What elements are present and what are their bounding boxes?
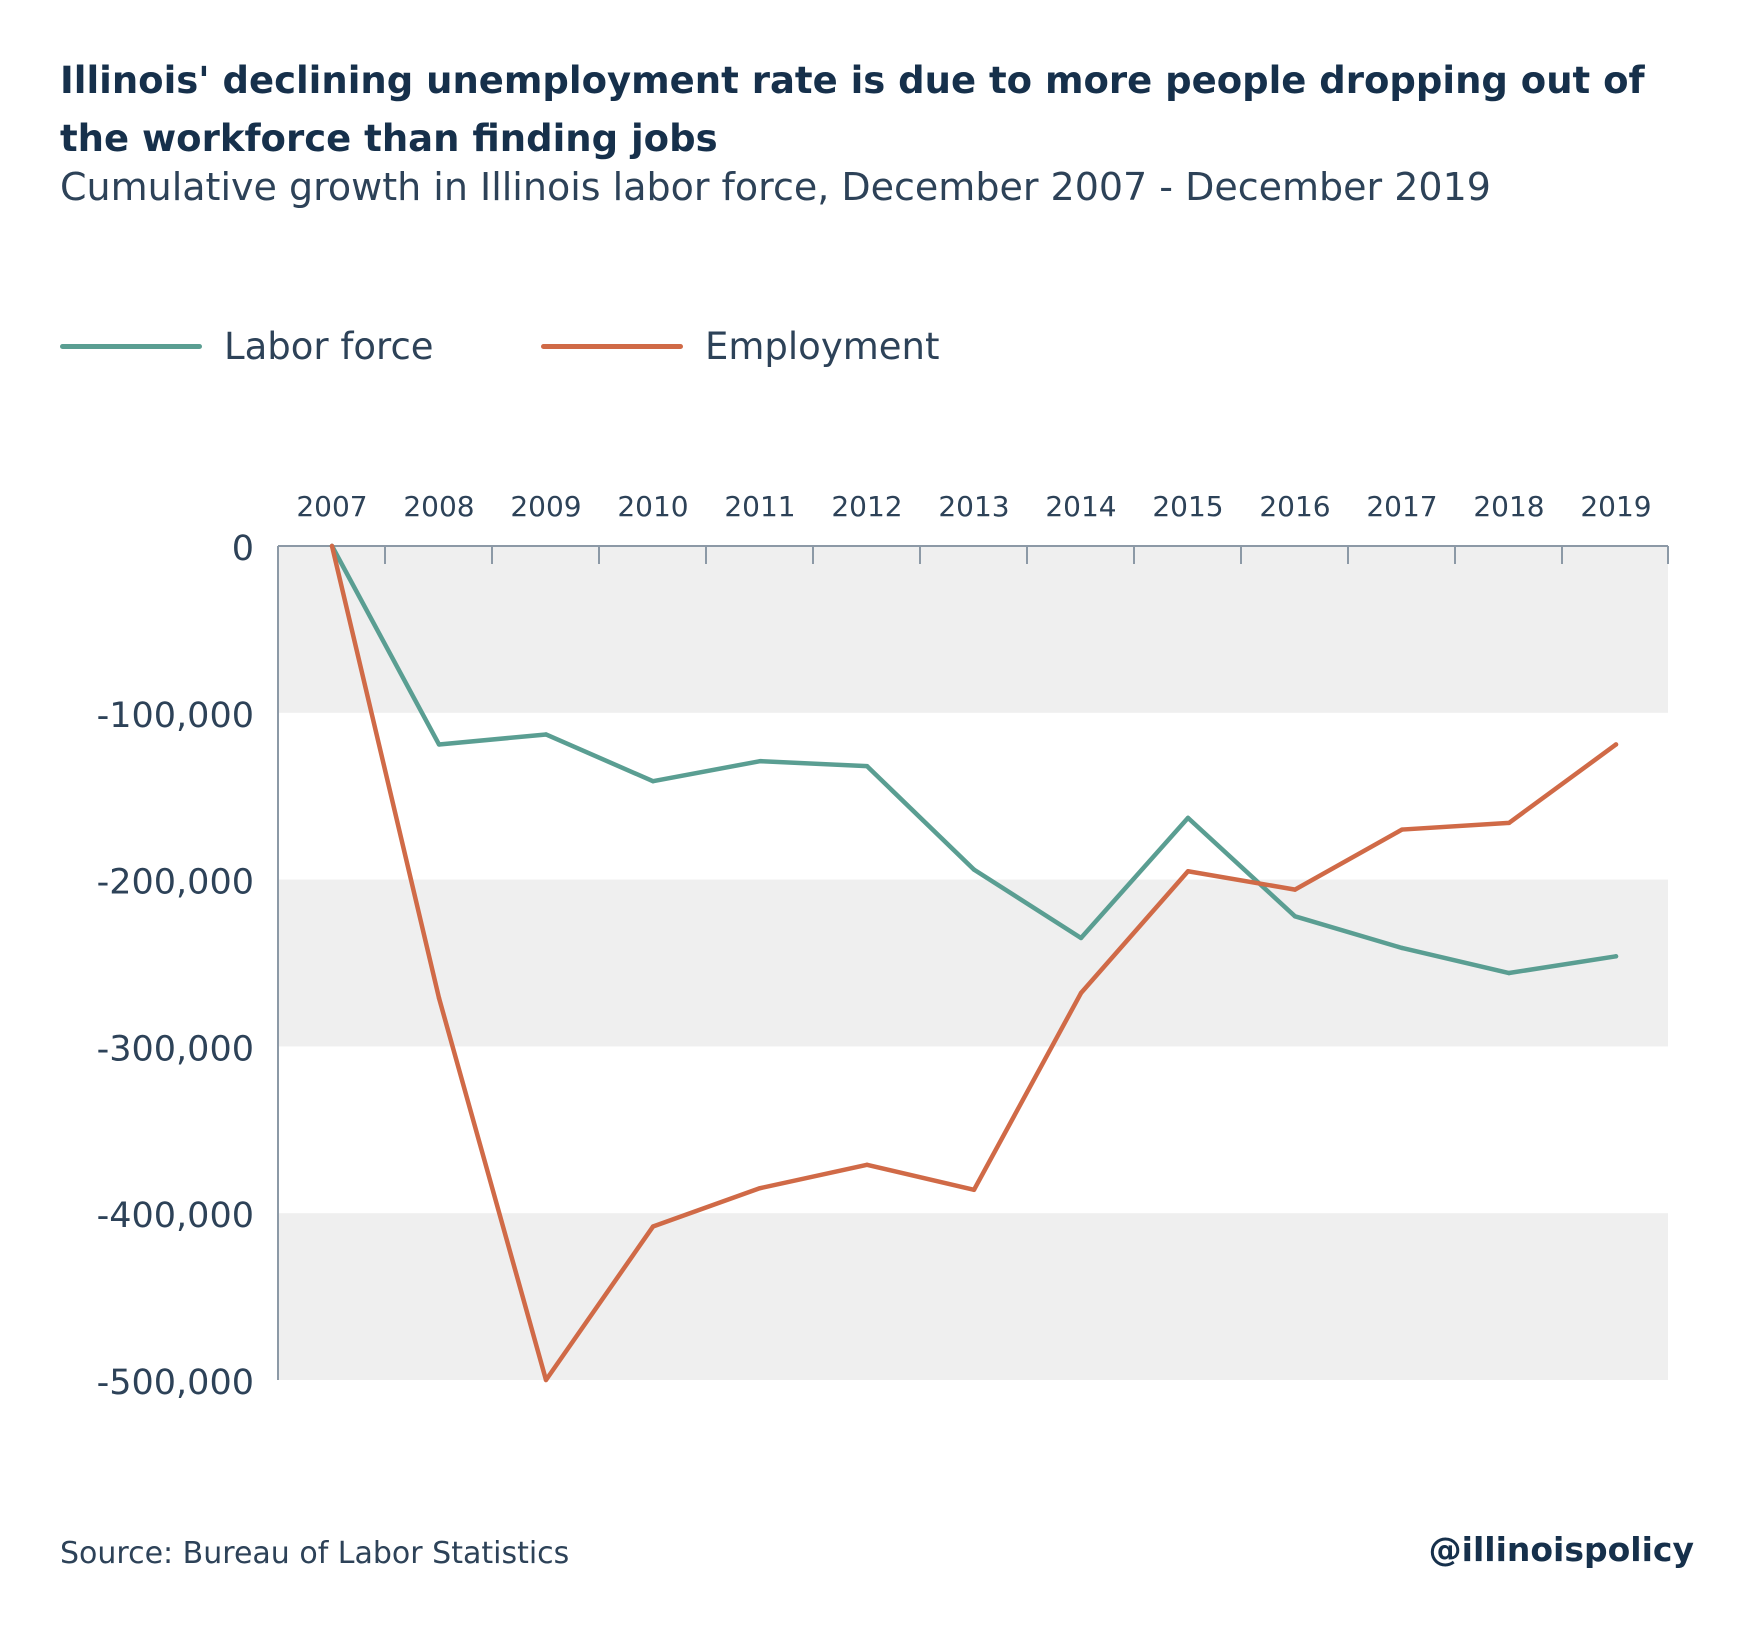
chart-subtitle: Cumulative growth in Illinois labor forc…: [60, 165, 1491, 209]
data-point-employment: [757, 1185, 763, 1191]
x-tick-label: 2016: [1259, 490, 1330, 523]
data-point-employment: [971, 1187, 977, 1193]
series-lines: [329, 543, 1619, 1383]
x-tick-label: 2013: [938, 490, 1009, 523]
axes: [277, 545, 1669, 1380]
data-point-labor-force: [436, 742, 442, 747]
legend-swatch-labor-force: [60, 344, 202, 349]
x-tick-label: 2017: [1366, 490, 1437, 523]
y-tick-label: -200,000: [97, 863, 254, 903]
credit-handle: @illinoispolicy: [1428, 1530, 1694, 1569]
source-note: Source: Bureau of Labor Statistics: [60, 1536, 570, 1571]
x-tick-label: 2009: [510, 490, 581, 523]
x-tick-label: 2010: [617, 490, 688, 523]
data-point-employment: [543, 1377, 549, 1383]
y-tick-label: -400,000: [97, 1196, 254, 1236]
data-point-employment: [1078, 990, 1084, 996]
chart-title: Illinois' declining unemployment rate is…: [60, 59, 1645, 160]
x-tick-label: 2011: [724, 490, 795, 523]
y-tick-label: -300,000: [97, 1029, 254, 1069]
data-point-employment: [1506, 820, 1512, 826]
data-point-labor-force: [757, 758, 763, 764]
line-chart: 2007 2008 2009 2010 2011 2012 2013 2014 2015 2016…: [97, 490, 1669, 1400]
data-point-employment: [1185, 869, 1191, 874]
x-tick-label: 2007: [296, 490, 367, 523]
grid-band: [278, 879, 1668, 1047]
x-tick-label: 2019: [1580, 490, 1651, 523]
legend-swatch-employment: [541, 344, 683, 349]
data-point-labor-force: [1506, 970, 1512, 976]
legend-label-employment: Employment: [705, 325, 940, 368]
y-tick-label: -500,000: [97, 1363, 254, 1400]
x-tick-label: 2015: [1152, 490, 1223, 523]
data-point-labor-force: [650, 778, 656, 784]
y-tick-label: 0: [232, 529, 254, 569]
data-point-employment: [864, 1162, 870, 1168]
y-tick-label: -100,000: [97, 696, 254, 736]
y-tick-labels: 0 -100,000 -200,000 -300,000 -400,000 -500,00…: [97, 529, 254, 1400]
data-point-employment: [1613, 742, 1619, 747]
x-tick-label: 2014: [1045, 490, 1116, 523]
x-tick-label: 2012: [831, 490, 902, 523]
data-point-employment: [436, 995, 442, 1001]
data-point-labor-force: [1399, 945, 1405, 951]
data-point-employment: [650, 1224, 656, 1229]
data-point-employment: [1399, 827, 1405, 832]
grid-band: [278, 1213, 1668, 1380]
data-point-labor-force: [971, 867, 977, 872]
data-point-labor-force: [1292, 914, 1298, 919]
data-point-labor-force: [1185, 815, 1191, 821]
x-tick-label: 2008: [403, 490, 474, 523]
data-point-labor-force: [864, 763, 870, 769]
data-point-employment: [329, 543, 335, 549]
data-point-labor-force: [543, 732, 549, 737]
x-tick-label: 2018: [1473, 490, 1544, 523]
grid-band: [278, 546, 1668, 713]
x-tick-labels: 2007 2008 2009 2010 2011 2012 2013 2014 2015 2016…: [296, 490, 1651, 523]
legend-label-labor-force: Labor force: [224, 325, 434, 368]
data-point-employment: [1292, 887, 1298, 892]
background-bands: [278, 546, 1668, 1380]
data-point-labor-force: [1613, 954, 1619, 959]
data-point-labor-force: [1078, 935, 1084, 941]
